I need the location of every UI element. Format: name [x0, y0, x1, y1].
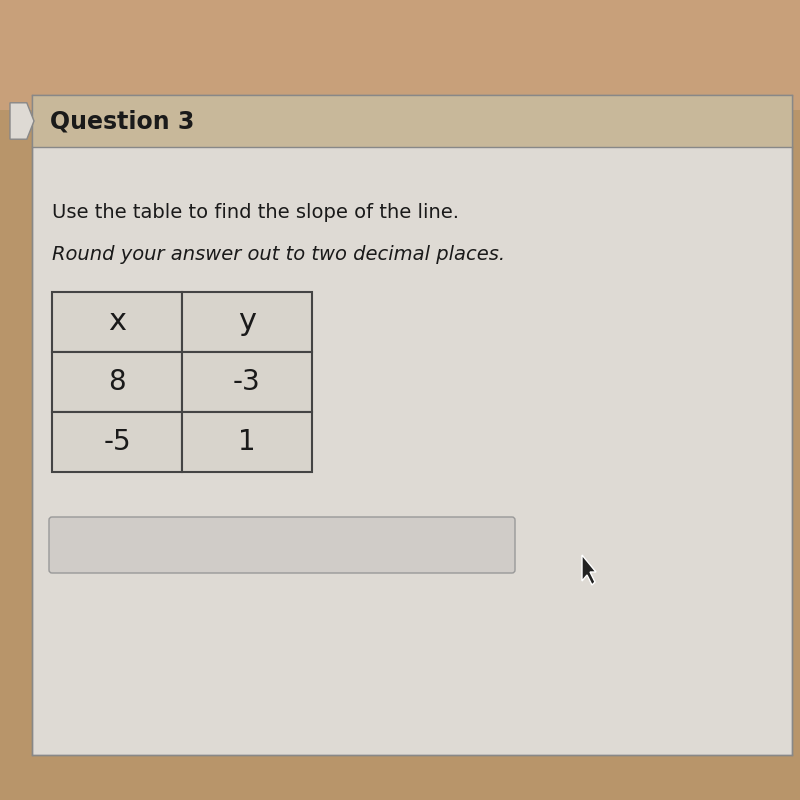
- FancyBboxPatch shape: [182, 412, 312, 472]
- Text: -5: -5: [103, 428, 131, 456]
- Text: x: x: [108, 307, 126, 337]
- Polygon shape: [582, 555, 596, 585]
- Text: Question 3: Question 3: [50, 109, 194, 133]
- Text: Round your answer out to two decimal places.: Round your answer out to two decimal pla…: [52, 246, 505, 265]
- FancyBboxPatch shape: [52, 352, 182, 412]
- Text: 1: 1: [238, 428, 256, 456]
- FancyBboxPatch shape: [32, 95, 792, 755]
- Text: Use the table to find the slope of the line.: Use the table to find the slope of the l…: [52, 202, 459, 222]
- Text: -3: -3: [233, 368, 261, 396]
- FancyBboxPatch shape: [49, 517, 515, 573]
- Polygon shape: [10, 102, 34, 139]
- FancyBboxPatch shape: [52, 412, 182, 472]
- FancyBboxPatch shape: [52, 292, 182, 352]
- Text: y: y: [238, 307, 256, 337]
- FancyBboxPatch shape: [182, 352, 312, 412]
- Text: 8: 8: [108, 368, 126, 396]
- FancyBboxPatch shape: [0, 0, 800, 110]
- FancyBboxPatch shape: [0, 110, 800, 800]
- FancyBboxPatch shape: [32, 95, 792, 147]
- FancyBboxPatch shape: [182, 292, 312, 352]
